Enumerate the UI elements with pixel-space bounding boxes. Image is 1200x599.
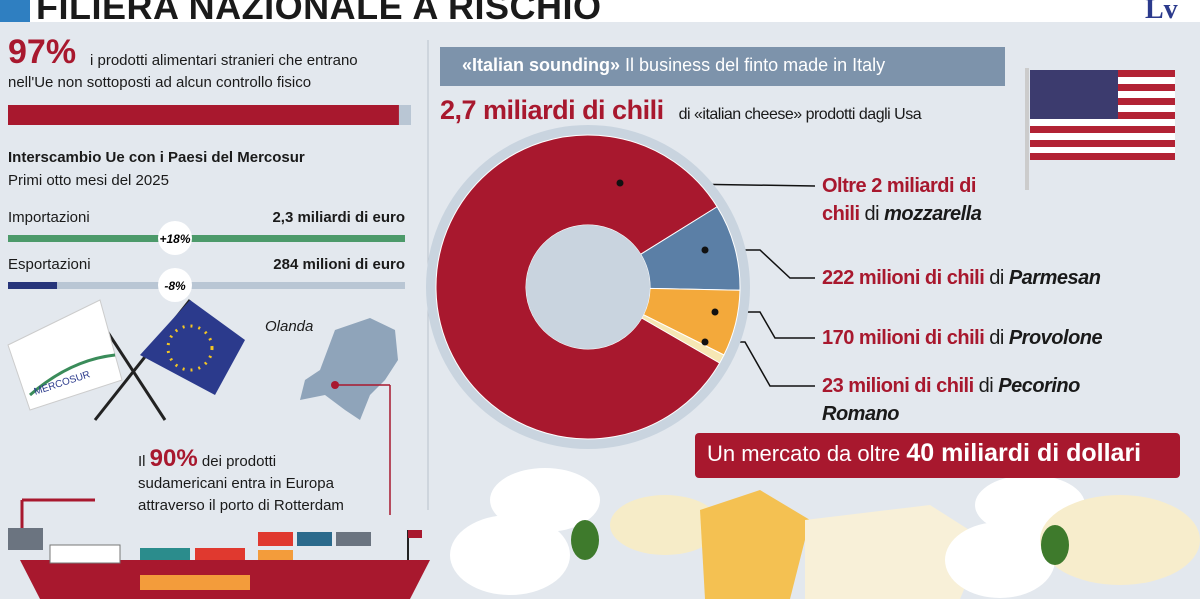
bar <box>8 235 405 242</box>
headline-rest: di «italian cheese» prodotti dagli Usa <box>678 106 922 123</box>
connector-dot <box>711 308 719 316</box>
slice-value-label: 222 milioni di chili <box>822 267 985 289</box>
logo: Lv <box>1145 0 1178 25</box>
bar-track <box>8 282 405 289</box>
slice-category: Parmesan <box>1008 267 1101 289</box>
map-text: Il 90% dei prodotti sudamericani entra i… <box>138 445 398 517</box>
slice-category: mozzarella <box>884 203 982 225</box>
donut-hole <box>526 225 650 349</box>
change-badge <box>158 221 192 255</box>
us-flag <box>1025 68 1175 190</box>
trade-subtitle: Primi otto mesi del 2025 <box>8 172 169 189</box>
connector-dot <box>701 338 709 346</box>
slice-category: Provolone <box>1008 327 1103 349</box>
category-label: Esportazioni <box>8 256 91 273</box>
percent-text: i prodotti alimentari stranieri che entr… <box>90 52 358 69</box>
slice-joiner: di <box>989 267 1004 289</box>
trade-title: Interscambio Ue con i Paesi del Mercosur <box>8 149 305 166</box>
slice-joiner: di <box>989 327 1004 349</box>
text: attraverso il porto di Rotterdam <box>138 497 344 514</box>
cheese-illustration <box>450 468 1200 599</box>
banner <box>440 47 1005 86</box>
slice-joiner: di <box>978 375 994 397</box>
connector-dot <box>616 179 624 187</box>
slice-joiner: di <box>864 203 880 225</box>
category-label: Importazioni <box>8 209 90 226</box>
percent-bar <box>8 105 399 125</box>
slice-label: 222 milioni di chili di Parmesan <box>822 264 1152 292</box>
page-title: FILIERA NAZIONALE A RISCHIO <box>36 0 602 27</box>
slice-label: Oltre 2 miliardi di chili di mozzarella <box>822 172 1042 228</box>
percent-text: nell'Ue non sottoposti ad alcun controll… <box>8 74 312 91</box>
change-label: +18% <box>159 232 190 246</box>
banner-subtitle: Il business del finto made in Italy <box>625 55 886 75</box>
banner-title: «Italian sounding» <box>462 55 621 75</box>
text: sudamericani entra in Europa <box>138 475 334 492</box>
connector-dot <box>701 246 709 254</box>
slice-value-label: 170 milioni di chili <box>822 327 985 349</box>
bar <box>8 282 58 289</box>
big-percent: 97% <box>8 33 77 71</box>
share: 90% <box>149 445 198 472</box>
change-label: -8% <box>164 279 186 293</box>
value-label: 2,3 miliardi di euro <box>272 209 405 226</box>
flags-illustration <box>7 299 245 421</box>
slice-value-label: 23 milioni di chili <box>822 375 974 397</box>
value-label: 284 milioni di euro <box>273 256 405 273</box>
slice-value-label: Oltre 2 miliardi di chili <box>822 175 976 225</box>
banner-text: «Italian sounding» Il business del finto… <box>462 55 885 76</box>
headline-value: 2,7 miliardi di chili <box>440 95 664 125</box>
change-badge <box>158 268 192 302</box>
map-label: Olanda <box>265 318 314 335</box>
footer-lead: Un mercato da oltre <box>707 441 901 466</box>
map-illustration <box>300 318 398 515</box>
footer-text: Un mercato da oltre 40 miliardi di dolla… <box>707 439 1141 468</box>
text: Il <box>138 453 146 470</box>
header-marker <box>0 0 30 22</box>
text: dei prodotti <box>201 453 277 470</box>
footer-box <box>695 433 1180 478</box>
slice-label: 170 milioni di chili di Provolone <box>822 324 1152 352</box>
slice-category: Pecorino Romano <box>822 375 1080 425</box>
footer-highlight: 40 miliardi di dollari <box>906 439 1142 467</box>
ship-illustration <box>8 498 430 599</box>
slice-label: 23 milioni di chili di Pecorino Romano <box>822 372 1152 428</box>
headline: 2,7 miliardi di chili di «italian cheese… <box>440 95 922 126</box>
